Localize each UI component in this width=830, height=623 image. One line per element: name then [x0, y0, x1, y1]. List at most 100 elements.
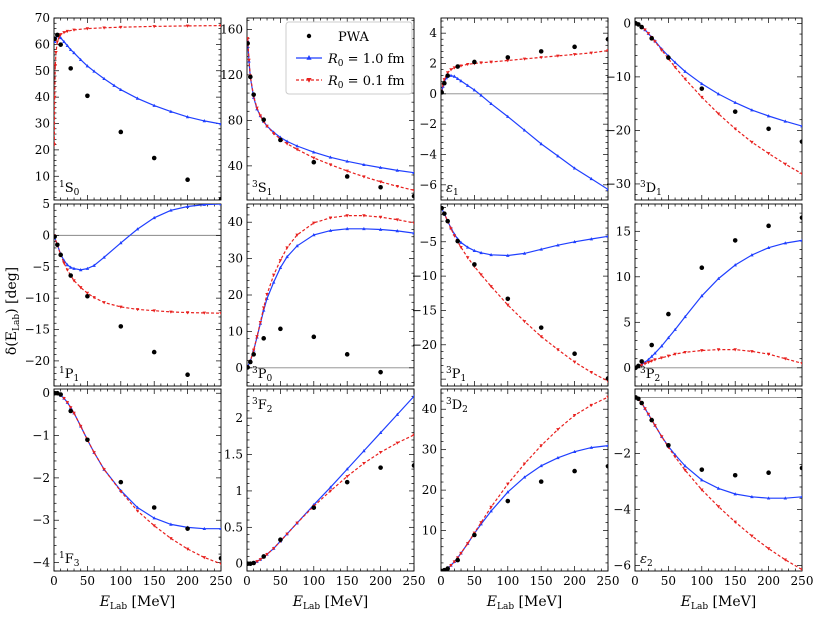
pwa-point: [732, 109, 738, 114]
pwa-point: [538, 479, 544, 484]
series-r0-0p1: [635, 396, 802, 571]
series-r0-0p1: [441, 395, 608, 571]
pwa-point: [85, 437, 90, 443]
plot-area: [54, 204, 221, 378]
pwa-point: [445, 218, 450, 224]
panel-3s1: 40 80 120 160 3S1: [220, 17, 415, 201]
panel-label: 1S0: [59, 180, 80, 198]
panel-label: ε1: [446, 181, 459, 198]
panel-1s0: 10 20 30 40 50 60 70 1S0: [35, 11, 222, 201]
pwa-point: [344, 479, 350, 485]
pwa-point: [378, 184, 383, 190]
pwa-point: [68, 66, 73, 71]
pwa-point: [278, 326, 283, 332]
x-tick-label: 100: [496, 574, 519, 588]
panel-frame: [246, 388, 415, 572]
panel-label: 1F3: [59, 551, 80, 569]
y-tick-label: 10: [228, 324, 243, 338]
pwa-point: [605, 376, 608, 381]
pwa-point: [455, 557, 461, 563]
x-tick-label: 50: [467, 574, 482, 588]
plot-area: [635, 21, 802, 176]
series-r0-0p1: [247, 214, 414, 370]
panel-frame: [440, 17, 609, 201]
panel-frame: [53, 203, 222, 387]
pwa-point: [344, 352, 350, 357]
pwa-point: [472, 59, 477, 65]
series-r0-0p1: [441, 49, 608, 95]
plot-area: [441, 395, 608, 571]
pwa-point: [572, 468, 577, 474]
x-tick-label: 250: [210, 574, 233, 588]
x-tick-label: 0: [243, 574, 251, 588]
panel-frame: [246, 203, 415, 387]
pwa-point: [649, 342, 654, 348]
pwa-point: [58, 252, 63, 258]
x-axis-title: ELab [MeV]: [292, 594, 368, 612]
x-tick-label: 250: [597, 574, 620, 588]
y-tick-label: 0: [623, 361, 631, 375]
pwa-point: [699, 86, 705, 91]
plot-area: [54, 24, 221, 200]
pwa-point: [445, 73, 450, 78]
y-tick-label: 20: [422, 483, 437, 497]
y-tick-label: 0: [42, 386, 50, 400]
y-tick-label: 4: [429, 26, 437, 40]
plot-area: [247, 37, 414, 199]
y-tick-label: −4: [32, 556, 50, 570]
y-tick-label: −4: [613, 502, 631, 516]
x-tick-label: 0: [631, 574, 639, 588]
panel-ε1: −6 −4 −2 0 2 4 ε1: [419, 17, 609, 201]
pwa-point: [666, 311, 671, 317]
y-tick-label: 30: [228, 252, 243, 266]
series-r0-1p0: [635, 395, 802, 500]
y-tick-label: 2: [429, 57, 437, 71]
pwa-point: [649, 417, 654, 423]
series-r0-1p0: [247, 226, 414, 370]
pwa-point: [411, 463, 414, 468]
pwa-point: [442, 211, 447, 216]
y-tick-label: 120: [220, 68, 243, 82]
panel-1p1: −20 −15 −10 −5 0 5 1P1: [25, 197, 222, 387]
pwa-point: [261, 336, 267, 341]
plot-area: [247, 214, 414, 386]
pwa-point: [441, 205, 444, 211]
panel-label: 3D1: [640, 180, 662, 198]
panel-frame: [53, 17, 222, 201]
x-tick-label: 200: [369, 574, 392, 588]
x-tick-label: 100: [690, 574, 713, 588]
x-axis-title: ELab [MeV]: [486, 594, 562, 612]
x-tick-label: 200: [563, 574, 586, 588]
y-tick-label: 1.5: [224, 448, 243, 462]
pwa-point: [118, 479, 124, 485]
pwa-point: [378, 465, 383, 470]
y-tick-label: 5: [42, 197, 50, 211]
pwa-point: [605, 36, 608, 42]
y-tick-label: 0: [623, 16, 631, 30]
y-tick-label: −20: [25, 354, 50, 368]
y-tick-label: −2: [419, 117, 437, 131]
pwa-point: [445, 566, 450, 571]
x-tick-label: 150: [530, 574, 553, 588]
panel-3f2: 0 50 100 150 200 250 0 0.5 1 1.5 2 3F2: [224, 388, 425, 588]
y-tick-label: −15: [25, 323, 50, 337]
pwa-point: [68, 408, 73, 414]
panel-frame: [440, 388, 609, 572]
series-r0-1p0: [54, 34, 221, 126]
pwa-point: [344, 174, 350, 179]
x-tick-label: 150: [143, 574, 166, 588]
x-tick-label: 200: [757, 574, 780, 588]
y-tick-label: 2: [235, 411, 243, 425]
pwa-point: [54, 234, 57, 239]
pwa-point: [185, 372, 190, 378]
series-r0-0p1: [54, 391, 221, 566]
pwa-point: [799, 465, 802, 471]
panel-frame: [440, 203, 609, 387]
pwa-point: [55, 32, 60, 38]
pwa-point: [248, 359, 253, 365]
pwa-point: [261, 117, 267, 122]
y-tick-label: 5: [623, 315, 631, 329]
series-r0-0p1: [247, 37, 414, 193]
series-r0-1p0: [441, 205, 608, 257]
